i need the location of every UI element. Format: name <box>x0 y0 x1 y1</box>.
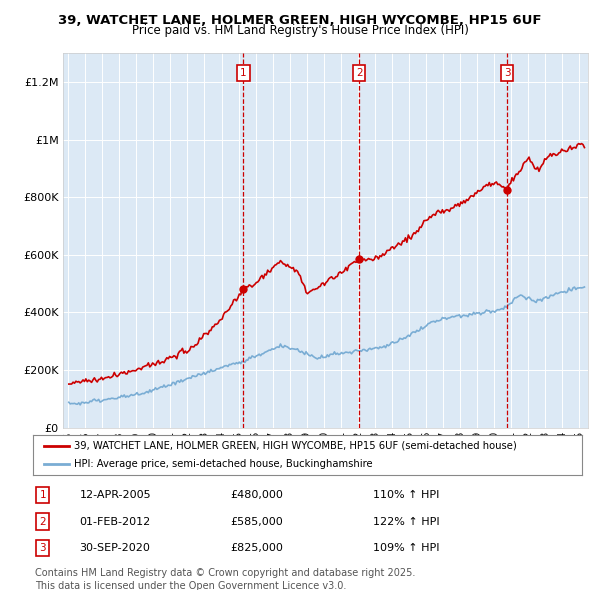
Text: Contains HM Land Registry data © Crown copyright and database right 2025.
This d: Contains HM Land Registry data © Crown c… <box>35 568 415 590</box>
Text: 1: 1 <box>240 68 247 78</box>
Text: 1: 1 <box>40 490 46 500</box>
Text: 3: 3 <box>40 543 46 553</box>
Text: 12-APR-2005: 12-APR-2005 <box>80 490 151 500</box>
Text: 2: 2 <box>356 68 362 78</box>
Text: 3: 3 <box>504 68 511 78</box>
Text: HPI: Average price, semi-detached house, Buckinghamshire: HPI: Average price, semi-detached house,… <box>74 459 373 469</box>
Text: 122% ↑ HPI: 122% ↑ HPI <box>373 517 440 526</box>
Text: 39, WATCHET LANE, HOLMER GREEN, HIGH WYCOMBE, HP15 6UF: 39, WATCHET LANE, HOLMER GREEN, HIGH WYC… <box>58 14 542 27</box>
Text: 2: 2 <box>40 517 46 526</box>
Text: Price paid vs. HM Land Registry's House Price Index (HPI): Price paid vs. HM Land Registry's House … <box>131 24 469 37</box>
Text: £585,000: £585,000 <box>230 517 283 526</box>
Text: £825,000: £825,000 <box>230 543 284 553</box>
Text: 109% ↑ HPI: 109% ↑ HPI <box>373 543 440 553</box>
Text: 01-FEB-2012: 01-FEB-2012 <box>80 517 151 526</box>
Text: 110% ↑ HPI: 110% ↑ HPI <box>373 490 440 500</box>
Text: 30-SEP-2020: 30-SEP-2020 <box>80 543 151 553</box>
Text: £480,000: £480,000 <box>230 490 284 500</box>
Text: 39, WATCHET LANE, HOLMER GREEN, HIGH WYCOMBE, HP15 6UF (semi-detached house): 39, WATCHET LANE, HOLMER GREEN, HIGH WYC… <box>74 441 517 451</box>
